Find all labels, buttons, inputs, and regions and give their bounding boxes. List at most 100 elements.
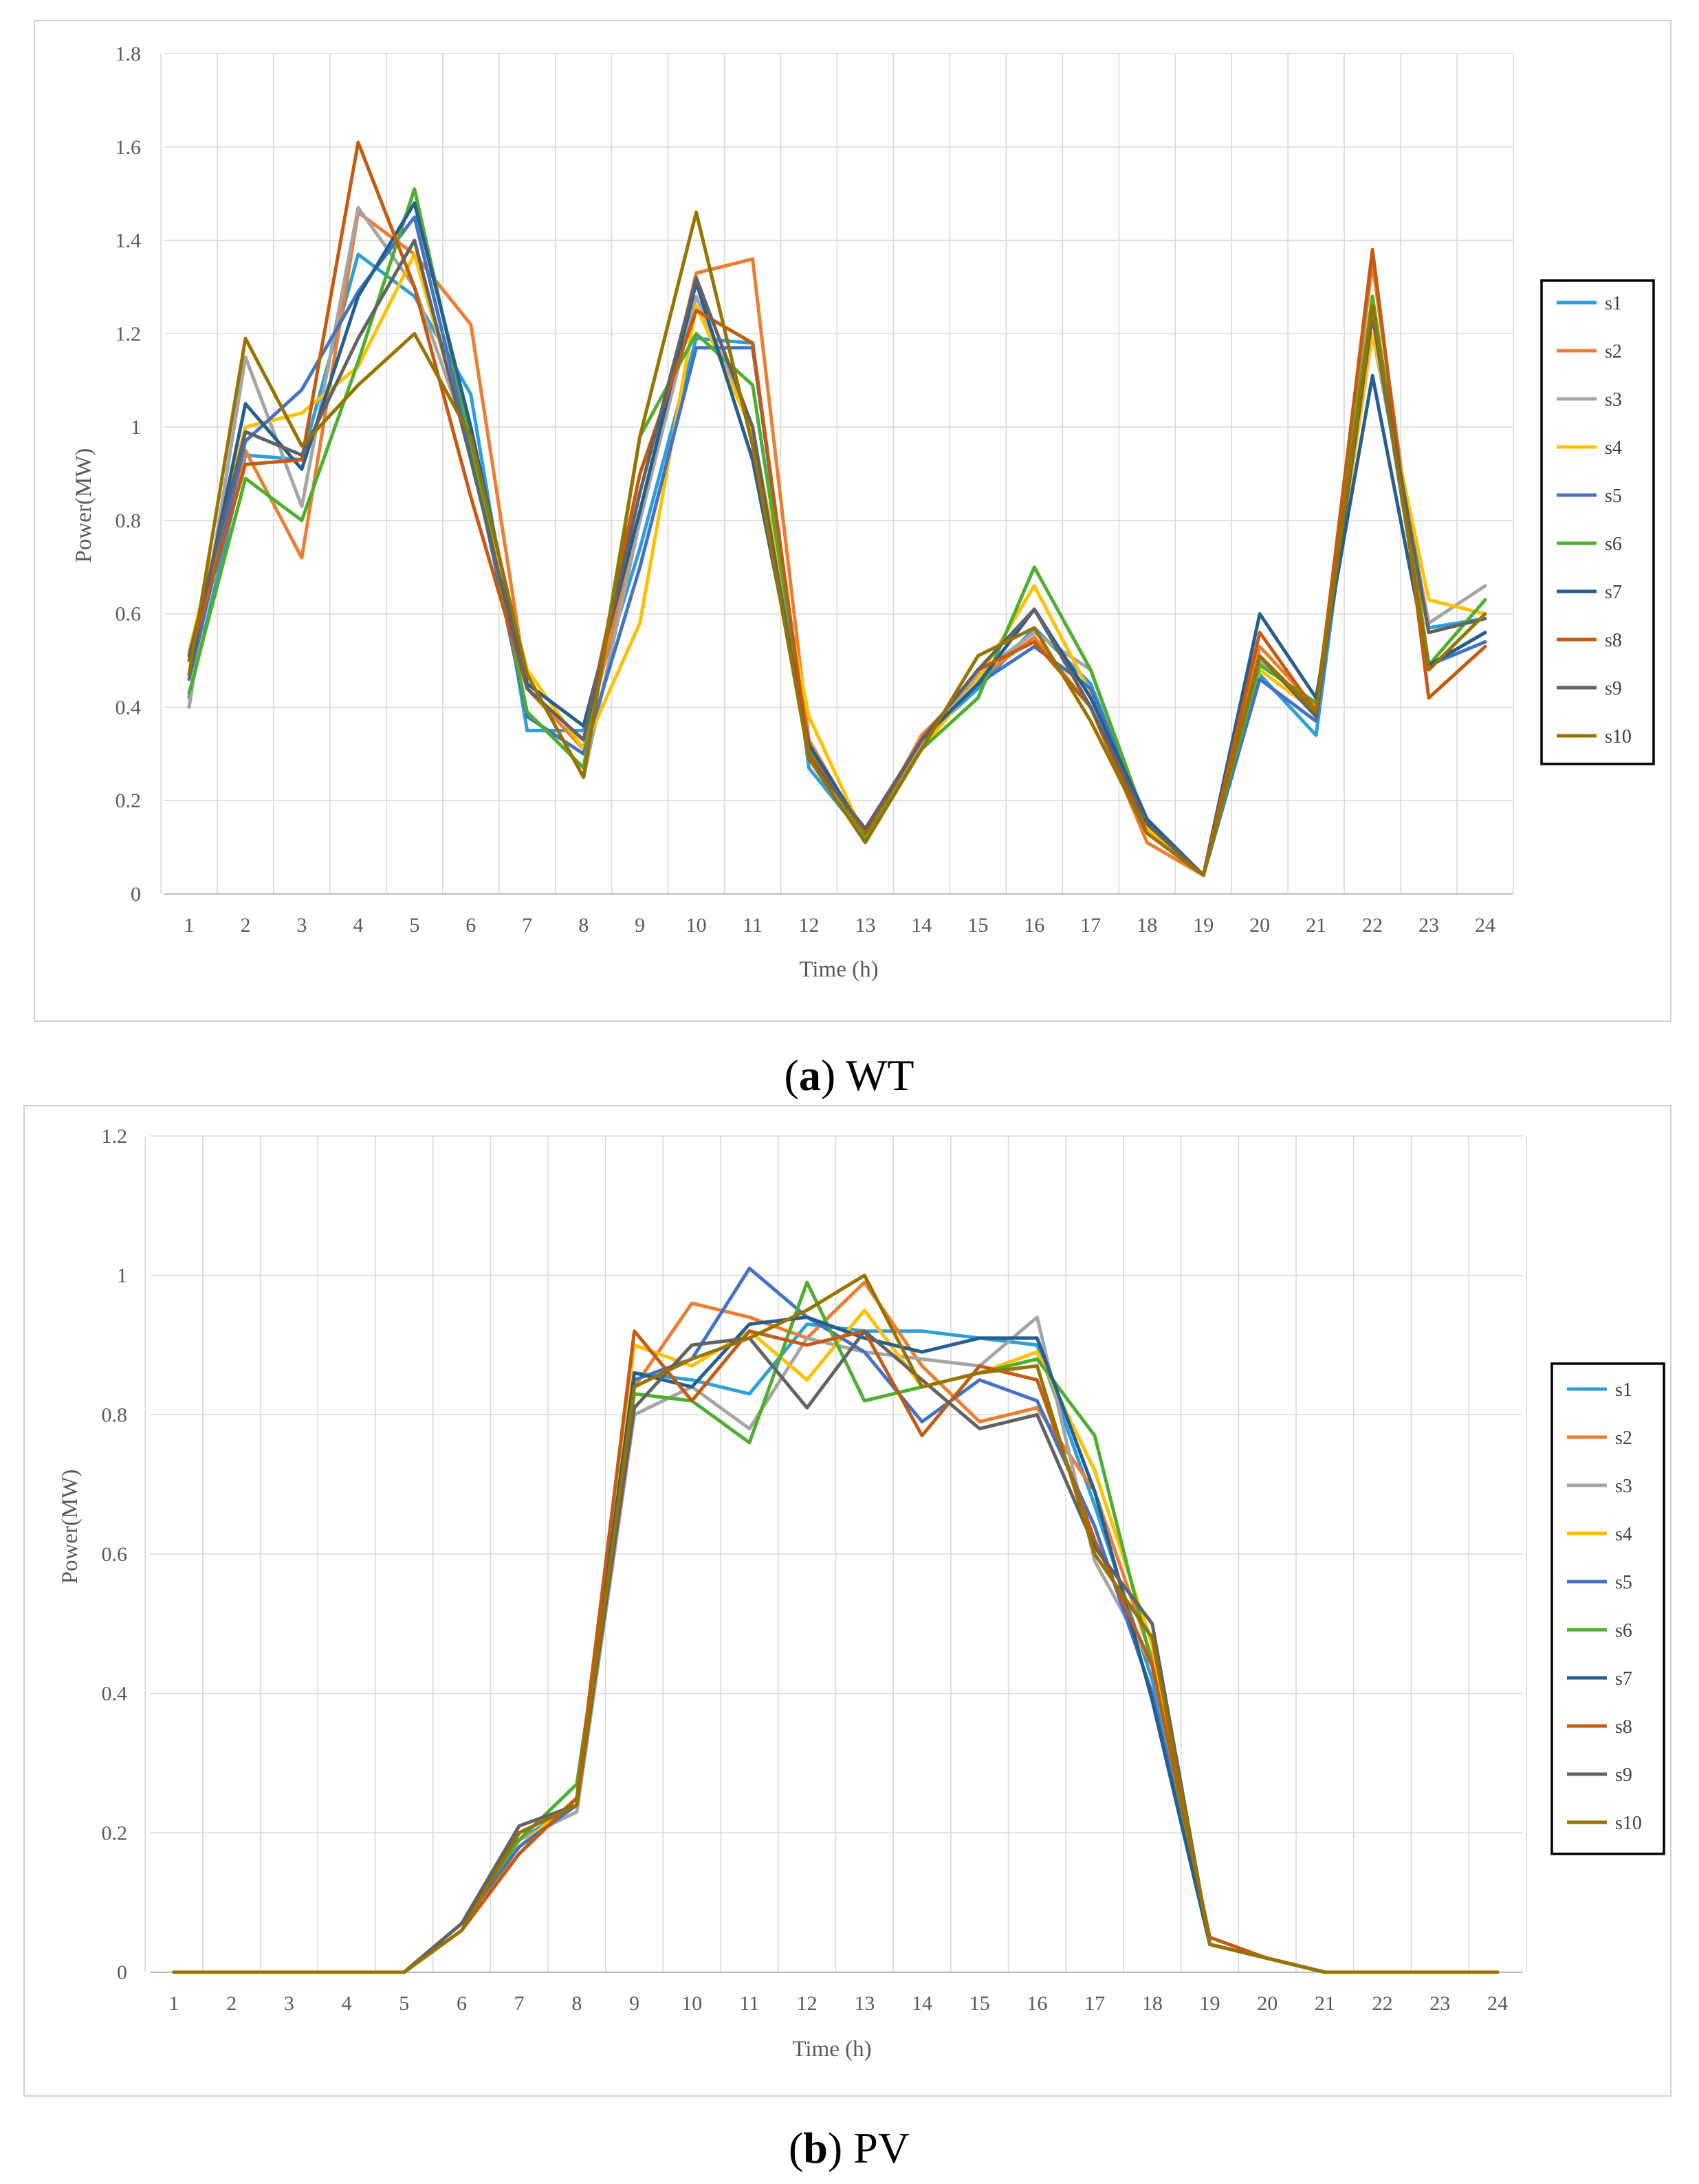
y-axis-ticks: 0 0.2 0.4 0.6 0.8 1 1.2 xyxy=(102,1125,128,1984)
x-tick-label: 19 xyxy=(1193,914,1214,937)
legend: s1 s2 s3 s4 s5 s6 s7 s8 s9 s10 xyxy=(1550,1362,1665,1855)
wt-line-chart: 00.20.40.60.811.21.41.61.8 1 2 3 4 5 6 7 8 9 10 11… xyxy=(34,20,1671,1100)
y-tick-label: 0.6 xyxy=(116,603,142,626)
legend-label-s1: s1 xyxy=(1615,1379,1632,1401)
x-tick-label: 22 xyxy=(1372,1992,1393,2015)
y-tick-label: 1.4 xyxy=(116,230,142,252)
caption-label: b xyxy=(803,2123,828,2172)
x-tick-label: 23 xyxy=(1429,1992,1450,2015)
x-tick-label: 11 xyxy=(743,914,763,937)
series-lines xyxy=(172,1267,1500,1974)
x-tick-label: 20 xyxy=(1257,1992,1278,2015)
x-tick-label: 2 xyxy=(226,1992,237,2015)
y-tick-label: 0.6 xyxy=(102,1543,128,1566)
legend-label-s10: s10 xyxy=(1605,726,1632,747)
x-tick-label: 4 xyxy=(342,1992,352,2015)
x-axis-ticks: 1 2 3 4 5 6 7 8 9 10 11 12 13 14 15 16 17 18 19 20 21 22 23 24 xyxy=(184,914,1496,937)
legend-label-s1: s1 xyxy=(1605,293,1622,314)
gridlines xyxy=(144,1135,1527,1973)
y-tick-label: 1.6 xyxy=(116,136,142,159)
x-tick-label: 24 xyxy=(1475,914,1495,937)
series-line-s10 xyxy=(187,210,1487,877)
x-tick-label: 14 xyxy=(912,1992,932,2015)
x-tick-label: 7 xyxy=(522,914,532,937)
x-tick-label: 11 xyxy=(740,1992,760,2015)
legend-box xyxy=(1540,279,1655,765)
x-tick-label: 15 xyxy=(969,1992,990,2015)
y-tick-label: 0.8 xyxy=(116,510,142,532)
legend-label-s6: s6 xyxy=(1605,534,1622,555)
legend-label-s5: s5 xyxy=(1615,1572,1632,1593)
legend-label-s8: s8 xyxy=(1605,630,1622,651)
y-tick-label: 1 xyxy=(131,416,141,439)
x-tick-label: 22 xyxy=(1362,914,1383,937)
x-tick-label: 9 xyxy=(629,1992,639,2015)
y-axis-title: Power(MW) xyxy=(58,1470,83,1584)
pv-line-chart: 00.20.40.60.811.2 1 2 3 4 5 6 7 8 9 10 11 12 13 14 15 1… xyxy=(23,1105,1671,2172)
x-tick-label: 3 xyxy=(284,1992,294,2015)
y-tick-label: 0.4 xyxy=(102,1683,128,1705)
x-tick-label: 13 xyxy=(854,1992,875,2015)
caption-label: a xyxy=(799,1051,821,1100)
x-tick-label: 19 xyxy=(1200,1992,1220,2015)
x-tick-label: 18 xyxy=(1137,914,1157,937)
y-tick-label: 0 xyxy=(131,883,141,906)
x-tick-label: 24 xyxy=(1487,1992,1508,2015)
y-tick-label: 1.8 xyxy=(116,43,142,65)
x-tick-label: 16 xyxy=(1024,914,1044,937)
x-tick-label: 10 xyxy=(686,914,707,937)
x-axis-ticks: 1 2 3 4 5 6 7 8 9 10 11 12 13 14 15 16 17 18 19 20 21 22 23 24 xyxy=(169,1992,1509,2015)
y-axis-ticks: 0 0.2 0.4 0.6 0.8 1 1.2 1.4 1.6 1.8 xyxy=(116,43,142,906)
x-tick-label: 8 xyxy=(578,914,589,937)
x-tick-label: 6 xyxy=(465,914,476,937)
x-tick-label: 21 xyxy=(1315,1992,1335,2015)
y-tick-label: 0.2 xyxy=(102,1822,128,1844)
x-tick-label: 17 xyxy=(1080,914,1101,937)
x-tick-label: 18 xyxy=(1142,1992,1163,2015)
y-tick-label: 1 xyxy=(117,1265,127,1287)
x-tick-label: 14 xyxy=(911,914,932,937)
legend-label-s5: s5 xyxy=(1605,485,1622,507)
legend-label-s2: s2 xyxy=(1615,1428,1632,1449)
series-line-s10 xyxy=(172,1274,1500,1974)
legend-label-s10: s10 xyxy=(1615,1813,1642,1834)
y-tick-label: 0.4 xyxy=(116,696,142,719)
y-tick-label: 0.2 xyxy=(116,789,142,812)
x-tick-label: 5 xyxy=(409,914,419,937)
legend-box xyxy=(1550,1362,1665,1855)
series-line-s4 xyxy=(187,252,1487,877)
x-axis-title: Time (h) xyxy=(792,2037,871,2062)
series-lines xyxy=(187,140,1487,877)
legend-label-s9: s9 xyxy=(1615,1765,1632,1786)
y-tick-label: 0 xyxy=(117,1961,127,1984)
y-tick-label: 0.8 xyxy=(102,1404,128,1426)
wt-chart-panel: 0 0.2 0.4 0.6 0.8 1 1.2 1.4 1.6 1.8 1 2 3 4 5 6 7 8 9 10 11… xyxy=(34,20,1671,1100)
x-tick-label: 20 xyxy=(1249,914,1270,937)
legend-label-s9: s9 xyxy=(1605,678,1622,699)
legend-label-s7: s7 xyxy=(1615,1668,1632,1690)
x-tick-label: 12 xyxy=(797,1992,818,2015)
legend-label-s3: s3 xyxy=(1605,389,1622,411)
x-tick-label: 1 xyxy=(169,1992,179,2015)
x-tick-label: 2 xyxy=(240,914,250,937)
x-tick-label: 9 xyxy=(635,914,645,937)
legend-label-s4: s4 xyxy=(1605,437,1622,459)
legend-label-s4: s4 xyxy=(1615,1524,1632,1545)
legend: s1 s2 s3 s4 s5 s6 s7 s8 s9 s10 xyxy=(1540,279,1655,765)
chart-frame xyxy=(23,1105,1671,2097)
panel-caption: (a) WT xyxy=(785,1051,914,1100)
x-tick-label: 17 xyxy=(1084,1992,1105,2015)
y-axis-title: Power(MW) xyxy=(72,448,96,563)
x-tick-label: 8 xyxy=(571,1992,582,2015)
caption-text: WT xyxy=(846,1051,914,1100)
panel-caption: (b) PV xyxy=(789,2123,910,2172)
x-tick-label: 1 xyxy=(184,914,195,937)
series-line-s7 xyxy=(187,201,1487,877)
x-tick-label: 12 xyxy=(799,914,820,937)
x-tick-label: 3 xyxy=(296,914,307,937)
x-tick-label: 15 xyxy=(967,914,988,937)
y-tick-label: 1.2 xyxy=(102,1125,128,1148)
x-tick-label: 7 xyxy=(514,1992,525,2015)
legend-label-s3: s3 xyxy=(1615,1476,1632,1497)
legend-items: s1 s2 s3 s4 s5 s6 s7 s8 s9 s10 xyxy=(1557,293,1632,747)
